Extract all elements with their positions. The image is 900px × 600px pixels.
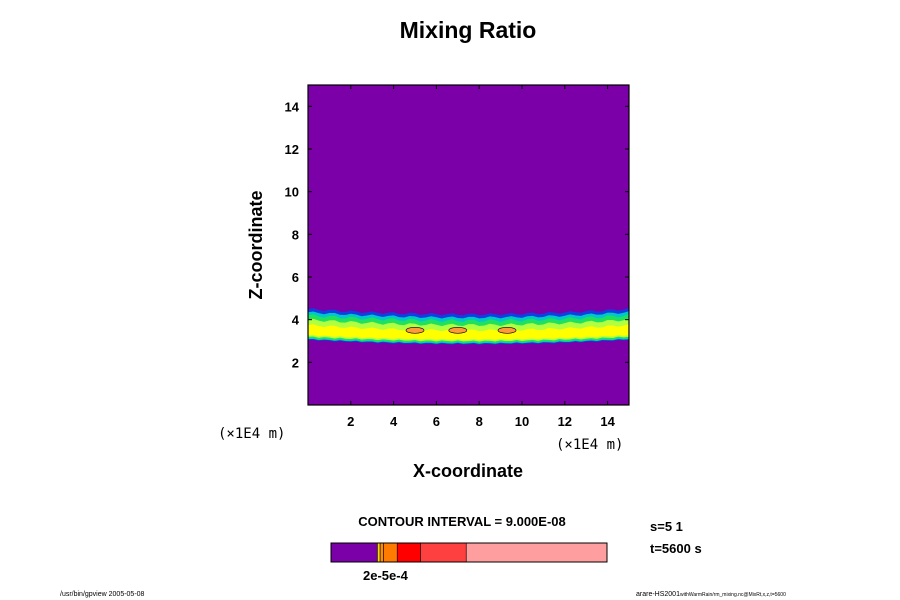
- max-patch: [448, 327, 468, 334]
- y-tick-label: 14: [285, 99, 300, 114]
- contour-interval-text: CONTOUR INTERVAL = 9.000E-08: [358, 514, 565, 529]
- colorbar-frame: [330, 542, 608, 563]
- footer-right: arare-HS2001withWarmRain/rm_mixing.nc@Mi…: [636, 591, 786, 598]
- max-patch: [497, 327, 517, 334]
- y-tick-label: 2: [292, 355, 299, 370]
- x-axis-label: X-coordinate: [413, 461, 523, 481]
- colorbar-segment: [330, 542, 378, 563]
- x-tick-label: 10: [515, 414, 529, 429]
- field-background: [308, 85, 629, 405]
- y-tick-label: 4: [292, 313, 300, 328]
- run-info-t: t=5600 s: [650, 541, 702, 556]
- run-info-s: s=5 1: [650, 519, 683, 534]
- contour-band-yellow: [308, 323, 629, 341]
- x-tick-label: 14: [600, 414, 615, 429]
- x-tick-label: 6: [433, 414, 440, 429]
- y-tick-label: 10: [285, 185, 299, 200]
- colorbar-segment: [396, 542, 421, 563]
- y-tick-label: 12: [285, 142, 299, 157]
- colorbar-tick-label: 2e-5e-4: [363, 568, 409, 583]
- colorbar-segment: [377, 542, 381, 563]
- maximum-patches: [405, 327, 517, 334]
- colorbar-segment: [383, 542, 398, 563]
- colorbar: [330, 542, 608, 563]
- y-tick-label: 6: [292, 270, 299, 285]
- plot-frame: [307, 84, 630, 406]
- x-axis-unit: (×1E4 m): [556, 437, 623, 453]
- x-axis-ticks: 2 4 6 8 10 12 14: [347, 85, 616, 429]
- y-axis-unit: (×1E4 m): [218, 426, 285, 442]
- y-tick-label: 8: [292, 227, 299, 242]
- footer-left: /usr/bin/gpview 2005-05-08: [60, 591, 145, 598]
- x-tick-label: 2: [347, 414, 354, 429]
- y-axis-label: Z-coordinate: [246, 190, 266, 299]
- chart-title: Mixing Ratio: [400, 17, 537, 43]
- footer-right-small: withWarmRain/rm_mixing.nc@MixRt,x,z,t=56…: [680, 592, 786, 598]
- plot-area: [307, 84, 630, 406]
- colorbar-segment: [379, 542, 384, 563]
- footer-right-main: arare-HS2001: [636, 591, 680, 598]
- colorbar-segment: [465, 542, 608, 563]
- x-tick-label: 8: [476, 414, 483, 429]
- colorbar-segment: [420, 542, 467, 563]
- x-tick-label: 4: [390, 414, 398, 429]
- max-patch: [405, 327, 425, 334]
- y-axis-ticks: 2 4 6 8 10 12 14: [285, 99, 629, 370]
- x-tick-label: 12: [558, 414, 572, 429]
